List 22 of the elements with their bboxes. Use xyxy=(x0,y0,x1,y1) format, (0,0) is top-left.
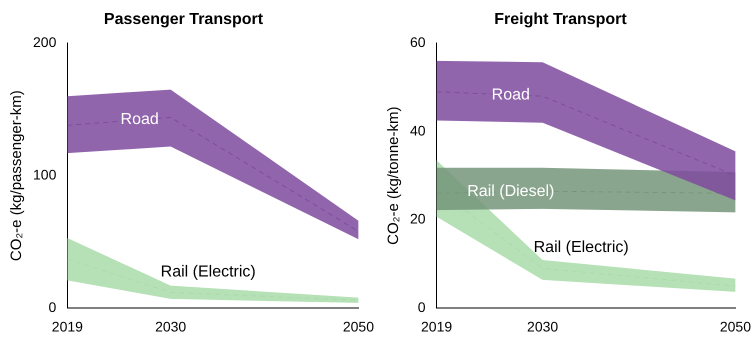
x-tick-label: 2050 xyxy=(342,318,374,334)
y-tick-label: 60 xyxy=(410,34,426,50)
y-tick-label: 200 xyxy=(33,34,57,50)
series-label: Road xyxy=(492,86,530,104)
chart-title: Freight Transport xyxy=(494,11,628,28)
series-label: Rail (Electric) xyxy=(534,239,629,256)
series-label: Road xyxy=(120,111,159,128)
series-label: Rail (Diesel) xyxy=(467,183,554,200)
x-tick-label: 2030 xyxy=(155,318,186,334)
y-tick-label: 0 xyxy=(48,299,57,316)
y-axis-title: CO₂-e (kg/passenger-km) xyxy=(8,90,26,262)
y-tick-label: 20 xyxy=(410,210,426,227)
chart-title: Passenger Transport xyxy=(104,11,264,28)
x-tick-label: 2030 xyxy=(527,318,558,334)
y-axis-title: CO₂-e (kg/tonne-km) xyxy=(385,106,402,245)
x-tick-label: 2019 xyxy=(420,318,452,334)
series-label: Rail (Electric) xyxy=(160,263,256,280)
y-tick-label: 0 xyxy=(418,299,426,316)
y-tick-label: 40 xyxy=(410,122,426,138)
y-tick-label: 100 xyxy=(33,166,57,183)
x-tick-label: 2019 xyxy=(52,318,84,334)
x-tick-label: 2050 xyxy=(720,318,752,334)
